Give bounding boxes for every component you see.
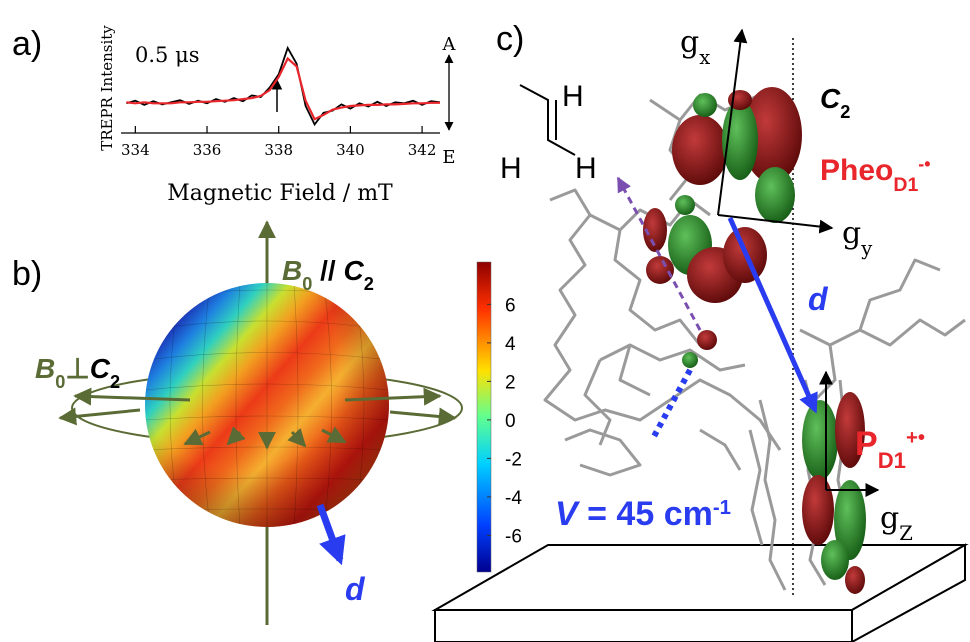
text-part: C xyxy=(820,83,841,114)
text-part: Pheo xyxy=(820,154,893,187)
text-part: g xyxy=(880,501,899,536)
colorbar-tick-label: 4 xyxy=(505,334,516,355)
text-part: g xyxy=(842,216,861,251)
annotation: 0.5 μs xyxy=(135,43,200,67)
vector-label: d xyxy=(345,571,366,607)
x-tick-label: 334 xyxy=(121,141,150,159)
atom-label: H xyxy=(562,80,584,113)
x-tick-label: 336 xyxy=(193,141,222,159)
axis-label: C2 xyxy=(820,83,850,122)
panel-label: a) xyxy=(12,25,42,63)
x-tick-label: 338 xyxy=(264,141,293,159)
panel-label: c) xyxy=(496,20,524,58)
panel-a: 334 336 338 340 342 Magnetic Field / mT TREPR … xyxy=(98,25,457,206)
colorbar-tick-label: 6 xyxy=(505,295,516,316)
text-part: = 45 cm xyxy=(578,495,713,533)
colorbar-tick-label: -2 xyxy=(505,449,522,470)
axis-label: gx xyxy=(680,25,710,69)
text-part: D1 xyxy=(878,448,906,473)
d-arrow xyxy=(320,505,340,560)
panel-label: b) xyxy=(12,255,42,293)
text-part: y xyxy=(860,237,872,260)
text-part: 2 xyxy=(110,372,120,392)
text-part: -1 xyxy=(713,497,731,519)
x-tick-label: 340 xyxy=(336,141,365,159)
radical-label: PD1+• xyxy=(855,425,925,473)
text-part: g xyxy=(680,25,699,60)
x-axis-label: Magnetic Field / mT xyxy=(167,181,393,206)
slab-front xyxy=(435,610,852,642)
text-part: 0 xyxy=(55,372,65,392)
text-part: ⊥ xyxy=(65,353,89,384)
spectrum-line xyxy=(126,59,440,120)
d-vector xyxy=(730,218,815,410)
text-part: x xyxy=(699,46,710,69)
text-part: // xyxy=(312,255,343,286)
text-part: C xyxy=(90,353,111,384)
axis-label: gZ xyxy=(880,501,913,545)
text-part: B xyxy=(282,255,302,286)
colorbar xyxy=(477,262,491,572)
right-label: A xyxy=(442,34,457,55)
text-part: 2 xyxy=(364,274,374,294)
radical-label: PheoD1-• xyxy=(820,154,931,196)
colorbar-tick-label: 2 xyxy=(505,372,516,393)
text-part: +• xyxy=(906,427,925,449)
field-label: B0⊥C2 xyxy=(35,353,120,392)
text-part: 2 xyxy=(840,102,850,122)
colorbar-tick-label: -6 xyxy=(505,526,522,547)
text-part: Z xyxy=(899,522,913,545)
figure: B0 // C2B0⊥C2d-6-4-20246 xyxy=(0,0,970,642)
text-part: B xyxy=(35,353,55,384)
vector-label: d xyxy=(808,281,829,317)
y-axis-label: TREPR Intensity xyxy=(98,25,116,151)
text-part: P xyxy=(855,425,878,463)
atom-label: H xyxy=(575,152,597,185)
colorbar-tick-label: 0 xyxy=(505,411,516,432)
right-label: E xyxy=(442,147,455,168)
axis-label: gy xyxy=(842,216,872,260)
x-tick-label: 342 xyxy=(408,141,437,159)
colorbar-tick-label: -4 xyxy=(505,488,522,509)
text-part: D1 xyxy=(893,174,918,196)
coupling-label: V = 45 cm-1 xyxy=(555,495,731,533)
text-part: 0 xyxy=(302,274,312,294)
atom-label: H xyxy=(500,152,522,185)
sphere-shade xyxy=(145,283,389,527)
text-part: -• xyxy=(918,154,930,174)
coupling-path xyxy=(652,370,690,440)
text-part: C xyxy=(343,255,364,286)
